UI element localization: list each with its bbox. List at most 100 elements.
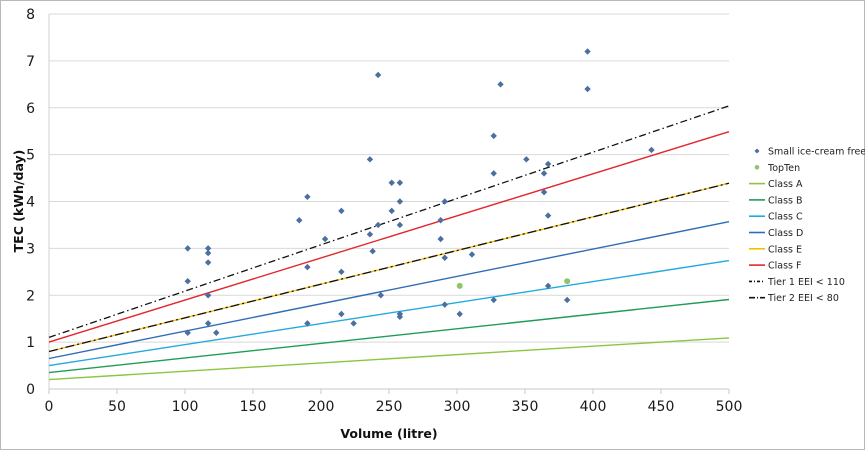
data-point-topten xyxy=(564,278,571,285)
data-point-small-ice-cream-freezer xyxy=(304,320,311,327)
data-point-small-ice-cream-freezer xyxy=(456,310,463,318)
y-tick-label: 5 xyxy=(26,148,35,164)
data-point-small-ice-cream-freezer xyxy=(441,301,448,308)
legend-item-class-d: Class D xyxy=(749,228,803,239)
data-point-small-ice-cream-freezer xyxy=(204,320,212,327)
data-point-small-ice-cream-freezer xyxy=(584,48,591,55)
y-tick-label: 1 xyxy=(26,335,35,351)
y-tick-label: 7 xyxy=(26,54,35,70)
data-point-small-ice-cream-freezer xyxy=(338,268,345,276)
data-point-small-ice-cream-freezer xyxy=(544,212,552,219)
y-tick-label: 6 xyxy=(26,101,35,117)
legend-label: Class B xyxy=(768,195,803,206)
legend-label: Class E xyxy=(768,244,802,255)
data-point-small-ice-cream-freezer xyxy=(648,146,655,154)
y-tick-label: 8 xyxy=(26,7,35,23)
legend-label: Class C xyxy=(768,212,803,223)
data-point-small-ice-cream-freezer xyxy=(490,296,497,304)
x-tick-label: 350 xyxy=(512,399,539,415)
x-tick-label: 250 xyxy=(376,399,403,415)
data-point-small-ice-cream-freezer xyxy=(366,156,374,163)
data-point-small-ice-cream-freezer xyxy=(304,193,311,201)
data-point-small-ice-cream-freezer xyxy=(184,329,191,336)
data-point-small-ice-cream-freezer xyxy=(388,207,395,215)
data-point-small-ice-cream-freezer xyxy=(184,277,191,285)
legend-item-class-f: Class F xyxy=(749,261,801,272)
y-tick-label: 3 xyxy=(26,241,35,257)
legend-label: Class D xyxy=(768,228,803,239)
y-axis-title: TEC (kWh/day) xyxy=(11,150,26,253)
data-point-small-ice-cream-freezer xyxy=(338,310,345,318)
data-point-small-ice-cream-freezer xyxy=(388,179,395,186)
legend-item-tier-2-eei-80: Tier 2 EEI < 80 xyxy=(749,293,839,304)
x-tick-label: 500 xyxy=(716,399,743,415)
legend-item-class-c: Class C xyxy=(749,212,803,223)
series-line-tier-1-eei-110 xyxy=(48,105,730,339)
data-point-small-ice-cream-freezer xyxy=(204,292,212,299)
series-line-class-c xyxy=(48,259,730,367)
x-tick-label: 50 xyxy=(108,399,126,415)
data-point-small-ice-cream-freezer xyxy=(304,263,311,271)
legend-item-class-e: Class E xyxy=(749,244,802,255)
data-point-small-ice-cream-freezer xyxy=(374,71,382,79)
legend-label: Class A xyxy=(768,179,803,190)
series-line-class-d xyxy=(48,221,730,360)
series-line-class-a xyxy=(48,337,730,381)
data-point-small-ice-cream-freezer xyxy=(204,245,212,252)
legend-label: Tier 1 EEI < 110 xyxy=(767,277,845,288)
data-point-small-ice-cream-freezer xyxy=(497,81,504,88)
legend-label: TopTen xyxy=(767,163,800,174)
y-tick-label: 2 xyxy=(26,288,35,304)
x-tick-label: 300 xyxy=(444,399,471,415)
data-point-small-ice-cream-freezer xyxy=(321,235,329,243)
data-point-small-ice-cream-freezer xyxy=(338,207,345,215)
legend-item-class-b: Class B xyxy=(749,195,803,206)
data-point-small-ice-cream-freezer xyxy=(437,217,444,224)
data-point-small-ice-cream-freezer xyxy=(396,313,404,321)
data-point-small-ice-cream-freezer xyxy=(377,292,385,299)
data-point-small-ice-cream-freezer xyxy=(396,221,404,229)
legend-label: Small ice-cream freezer xyxy=(768,147,865,158)
x-tick-label: 0 xyxy=(45,399,54,415)
data-point-small-ice-cream-freezer xyxy=(369,247,376,255)
gridlines xyxy=(49,13,729,343)
legend-item-tier-1-eei-110: Tier 1 EEI < 110 xyxy=(749,277,845,288)
y-tick-label: 0 xyxy=(26,382,35,398)
data-point-small-ice-cream-freezer xyxy=(374,221,382,229)
data-point-small-ice-cream-freezer xyxy=(396,198,404,205)
data-point-topten xyxy=(456,282,463,289)
data-point-small-ice-cream-freezer xyxy=(563,296,571,304)
y-tick-label: 4 xyxy=(26,195,35,211)
x-tick-label: 200 xyxy=(308,399,335,415)
data-point-small-ice-cream-freezer xyxy=(523,156,530,163)
legend: Small ice-cream freezer TopTen Class A Clas… xyxy=(749,147,865,304)
data-point-small-ice-cream-freezer xyxy=(396,179,404,186)
legend-label: Tier 2 EEI < 80 xyxy=(767,293,839,304)
data-point-small-ice-cream-freezer xyxy=(490,132,497,140)
legend-marker-circle-icon xyxy=(754,165,760,170)
axes xyxy=(48,14,730,394)
x-tick-label: 400 xyxy=(580,399,607,415)
legend-label: Class F xyxy=(768,261,801,272)
series-line-class-f xyxy=(48,131,730,343)
data-point-small-ice-cream-freezer xyxy=(544,160,552,168)
data-point-small-ice-cream-freezer xyxy=(204,259,212,266)
data-point-small-ice-cream-freezer xyxy=(468,251,476,258)
data-point-small-ice-cream-freezer xyxy=(540,170,548,177)
data-point-small-ice-cream-freezer xyxy=(584,85,591,93)
x-tick-label: 450 xyxy=(648,399,675,415)
data-point-small-ice-cream-freezer xyxy=(350,320,357,327)
data-point-small-ice-cream-freezer xyxy=(213,329,220,336)
data-point-small-ice-cream-freezer xyxy=(184,245,191,252)
data-point-small-ice-cream-freezer xyxy=(441,254,448,261)
data-point-small-ice-cream-freezer xyxy=(441,198,448,205)
x-tick-label: 150 xyxy=(240,399,267,415)
data-point-small-ice-cream-freezer xyxy=(544,282,552,290)
tick-labels: 0 1 2 3 4 5 6 7 8 0 50 100 150 200 250 300 350 400 450 500 xyxy=(26,7,742,415)
series-lines xyxy=(48,105,730,381)
data-point-small-ice-cream-freezer xyxy=(540,188,548,196)
legend-marker-diamond-icon xyxy=(754,148,760,154)
data-point-small-ice-cream-freezer xyxy=(204,249,212,257)
